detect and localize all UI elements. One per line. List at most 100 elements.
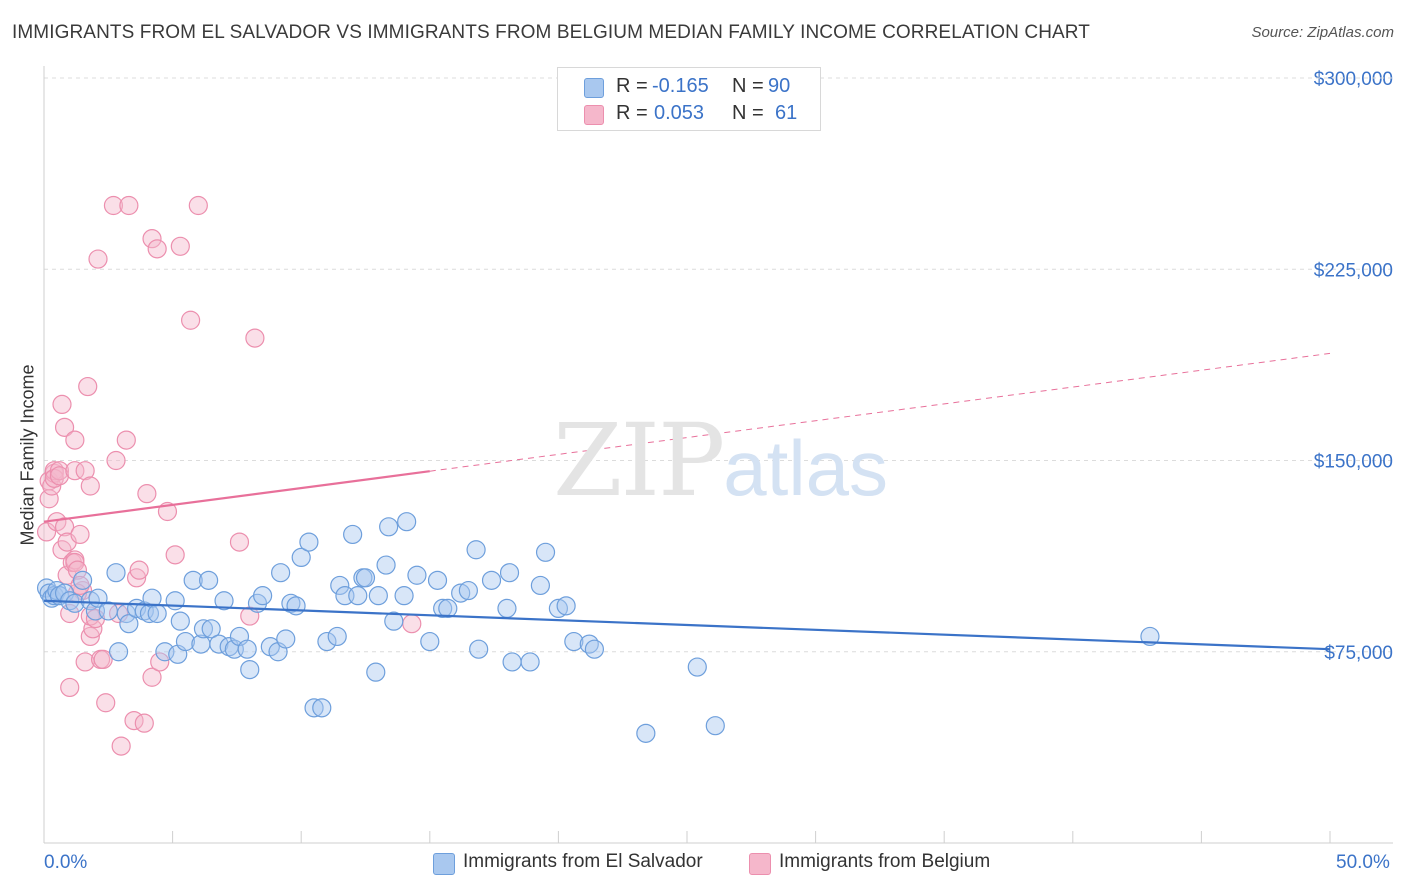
belgium-point — [52, 394, 72, 414]
el-salvador-point — [427, 570, 448, 590]
el-salvador-point — [520, 652, 540, 672]
x-max-label: 50.0% — [1336, 852, 1390, 873]
el-salvador-point — [458, 580, 478, 601]
belgium-point — [96, 693, 116, 713]
n-label: N = — [732, 102, 764, 124]
belgium-point — [188, 195, 208, 216]
y-tick-label: $225,000 — [1314, 260, 1393, 281]
belgium-point — [78, 376, 98, 397]
belgium-trend-line — [43, 470, 430, 523]
belgium-point — [49, 461, 70, 481]
el-salvador-point — [142, 588, 162, 608]
belgium-point — [134, 713, 154, 733]
el-salvador-point — [355, 568, 376, 588]
el-salvador-point — [240, 659, 260, 680]
belgium-point — [147, 239, 167, 259]
el-salvador-point — [376, 555, 396, 575]
belgium-point — [111, 736, 131, 756]
legend-label: Immigrants from Belgium — [779, 851, 991, 872]
el-salvador-point — [497, 598, 517, 619]
belgium-point — [65, 552, 85, 573]
el-salvador-point — [348, 586, 368, 606]
el-salvador-trend-line — [43, 599, 1331, 651]
belgium-point — [70, 524, 90, 545]
el-salvador-point — [343, 524, 363, 545]
belgium-point — [93, 649, 113, 670]
el-salvador-point — [214, 591, 234, 611]
el-salvador-point — [548, 598, 569, 619]
belgium-point — [106, 450, 126, 471]
belgium-point — [116, 430, 136, 450]
belgium-point — [103, 195, 124, 216]
y-axis-label: Median Family Income — [17, 364, 38, 546]
blue-swatch — [433, 853, 455, 875]
el-salvador-point — [466, 540, 486, 560]
el-salvador-point — [579, 634, 599, 654]
el-salvador-point — [170, 611, 190, 631]
el-salvador-point — [433, 598, 453, 619]
n-value: 90 — [768, 75, 791, 97]
el-salvador-point — [394, 586, 414, 606]
belgium-point — [402, 614, 422, 634]
belgium-point — [44, 461, 64, 481]
belgium-point — [165, 545, 185, 565]
el-salvador-point — [271, 563, 291, 583]
el-salvador-point — [165, 591, 185, 611]
el-salvador-point — [705, 716, 725, 736]
chart-title: IMMIGRANTS FROM EL SALVADOR VS IMMIGRANT… — [12, 22, 1090, 43]
y-tick-label: $75,000 — [1324, 643, 1393, 664]
el-salvador-point — [183, 570, 203, 590]
el-salvador-point — [420, 631, 440, 652]
belgium-point — [65, 461, 85, 481]
n-value: 61 — [775, 102, 798, 124]
pink-swatch — [584, 105, 604, 125]
el-salvador-point — [276, 629, 296, 649]
el-salvador-point — [556, 596, 576, 616]
el-salvador-point — [175, 631, 196, 652]
el-salvador-point — [47, 580, 67, 601]
belgium-point — [129, 560, 149, 580]
el-salvador-point — [502, 652, 522, 672]
belgium-point — [119, 195, 139, 216]
belgium-trend-extension — [429, 352, 1331, 472]
watermark-zip: ZIP — [553, 402, 725, 519]
el-salvador-point — [119, 614, 139, 634]
el-salvador-point — [147, 603, 167, 624]
correlation-legend: R = -0.165 N = 90 R = 0.053 N = 61 — [557, 67, 821, 131]
el-salvador-point — [304, 698, 324, 718]
belgium-point — [80, 476, 100, 496]
y-tick-label: $150,000 — [1314, 452, 1393, 473]
el-salvador-point — [384, 611, 404, 631]
belgium-point — [88, 249, 108, 269]
el-salvador-point — [199, 570, 219, 590]
el-salvador-point — [687, 657, 707, 677]
r-label: R = — [616, 75, 648, 97]
r-label: R = — [616, 102, 648, 124]
el-salvador-point — [530, 575, 550, 596]
belgium-point — [170, 236, 190, 256]
belgium-point — [229, 532, 250, 552]
el-salvador-point — [469, 639, 489, 659]
el-salvador-point — [237, 639, 257, 659]
el-salvador-point — [564, 631, 584, 652]
belgium-point — [67, 560, 88, 580]
r-value: 0.053 — [654, 102, 705, 124]
el-salvador-point — [407, 565, 427, 585]
belgium-point — [126, 568, 147, 588]
el-salvador-point — [108, 642, 129, 662]
el-salvador-point — [80, 591, 100, 611]
y-tick-label: $300,000 — [1314, 69, 1393, 90]
belgium-point — [49, 466, 70, 486]
el-salvador-point — [106, 563, 126, 583]
belgium-point — [80, 626, 100, 647]
source-note: Source: ZipAtlas.com — [1251, 24, 1394, 41]
el-salvador-point — [397, 512, 417, 532]
el-salvador-point — [368, 586, 388, 606]
el-salvador-point — [193, 619, 214, 639]
el-salvador-point — [379, 517, 399, 537]
el-salvador-point — [481, 570, 502, 590]
el-salvador-point — [366, 662, 386, 682]
belgium-point — [150, 652, 170, 672]
pink-swatch — [749, 853, 771, 875]
